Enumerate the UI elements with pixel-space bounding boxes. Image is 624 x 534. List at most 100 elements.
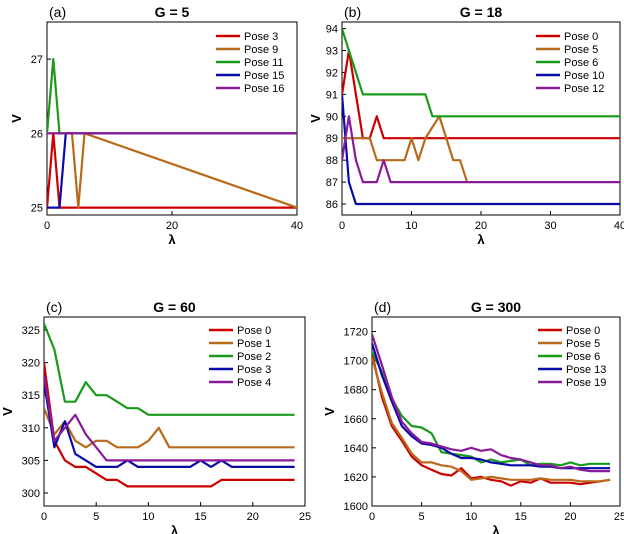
y-tick-label: 1700: [344, 356, 368, 368]
y-tick-label: 310: [22, 423, 40, 435]
legend-label: Pose 1: [237, 338, 271, 350]
y-tick-label: 89: [326, 133, 338, 145]
y-tick-label: 87: [326, 177, 338, 189]
series-line-pose-5: [372, 357, 611, 483]
series-line-pose-3: [47, 132, 297, 209]
x-tick-label: 40: [614, 220, 624, 232]
series-line-pose-6: [372, 351, 611, 467]
series-line-pose-13: [372, 342, 611, 470]
x-axis-label: λ: [477, 232, 485, 247]
legend-label: Pose 15: [244, 70, 284, 82]
y-tick-label: 92: [326, 67, 338, 79]
x-tick-label: 40: [291, 220, 303, 232]
series-line-pose-3: [44, 382, 295, 468]
x-tick-label: 30: [544, 220, 556, 232]
chart-title: G = 60: [153, 299, 196, 315]
legend-label: Pose 19: [566, 377, 606, 389]
legend-label: Pose 13: [566, 364, 606, 376]
legend-label: Pose 5: [564, 44, 598, 56]
legend-label: Pose 5: [566, 338, 600, 350]
legend-label: Pose 10: [564, 70, 604, 82]
y-tick-label: 325: [22, 325, 40, 337]
y-axis-label: V: [308, 114, 323, 123]
x-tick-label: 20: [166, 220, 178, 232]
x-tick-label: 15: [194, 511, 206, 523]
panel-label: (a): [49, 4, 66, 20]
legend-label: Pose 2: [237, 351, 271, 363]
series-line-pose-2: [44, 323, 295, 416]
chart-panel-3: (d) G = 300 0 5 10 15 20 25 1600 1620 1640 1660 1680…: [322, 299, 624, 534]
x-axis-label: λ: [492, 523, 500, 534]
x-tick-label: 15: [515, 511, 527, 523]
y-tick-label: 26: [31, 128, 43, 140]
x-tick-label: 25: [299, 511, 311, 523]
x-tick-label: 20: [247, 511, 259, 523]
x-tick-label: 10: [405, 220, 417, 232]
series-line-pose-19: [372, 334, 611, 473]
legend-label: Pose 11: [244, 57, 284, 69]
x-tick-label: 5: [93, 511, 99, 523]
legend-label: Pose 3: [237, 364, 271, 376]
legend-label: Pose 9: [244, 44, 278, 56]
series-line-pose-12: [342, 115, 620, 184]
y-tick-label: 94: [326, 24, 338, 36]
y-tick-label: 1680: [344, 385, 368, 397]
legend-label: Pose 6: [564, 57, 598, 69]
legend-label: Pose 12: [564, 83, 604, 95]
y-tick-label: 91: [326, 89, 338, 101]
y-tick-label: 90: [326, 111, 338, 123]
chart-title: G = 300: [471, 299, 521, 315]
legend-label: Pose 0: [566, 325, 600, 337]
x-tick-label: 20: [564, 511, 576, 523]
x-tick-label: 10: [142, 511, 154, 523]
legend-label: Pose 0: [237, 325, 271, 337]
x-axis-label: λ: [171, 523, 179, 534]
x-tick-label: 0: [339, 220, 345, 232]
y-tick-label: 1620: [344, 472, 368, 484]
y-tick-label: 300: [22, 488, 40, 500]
x-tick-label: 0: [369, 511, 375, 523]
series-line-pose-1: [44, 407, 295, 449]
series-line-pose-4: [44, 375, 295, 462]
y-tick-label: 93: [326, 46, 338, 58]
x-axis-label: λ: [168, 232, 176, 247]
series-line-pose-6: [342, 28, 620, 118]
legend-label: Pose 4: [237, 377, 271, 389]
y-axis-label: V: [9, 114, 24, 123]
y-tick-label: 320: [22, 358, 40, 370]
x-tick-label: 10: [465, 511, 477, 523]
y-axis-label: V: [0, 407, 15, 416]
y-tick-label: 1640: [344, 443, 368, 455]
y-tick-label: 1720: [344, 327, 368, 339]
series-line-pose-9: [47, 132, 297, 209]
panel-label: (c): [46, 299, 62, 315]
chart-panel-2: (c) G = 60 0 5 10 15 20 25 300 305 310 315 320 325 λ V P…: [0, 299, 311, 534]
legend-label: Pose 6: [566, 351, 600, 363]
legend-label: Pose 16: [244, 83, 284, 95]
series-line-pose-5: [342, 115, 469, 183]
legend-label: Pose 0: [564, 31, 598, 43]
chart-title: G = 5: [155, 4, 190, 20]
plot-frame: [43, 316, 306, 507]
y-tick-label: 25: [31, 203, 43, 215]
legend-label: Pose 3: [244, 31, 278, 43]
y-tick-label: 1600: [344, 501, 368, 513]
series-line-pose-0: [44, 362, 295, 488]
plot-frame: [371, 316, 621, 507]
x-tick-label: 0: [41, 511, 47, 523]
y-axis-label: V: [322, 407, 337, 416]
y-tick-label: 86: [326, 199, 338, 211]
y-tick-label: 27: [31, 54, 43, 66]
series-line-pose-0: [372, 353, 611, 487]
x-tick-label: 20: [475, 220, 487, 232]
y-tick-label: 315: [22, 390, 40, 402]
y-tick-label: 88: [326, 155, 338, 167]
chart-panel-1: (b) G = 18 0 10 20 30 40 86 87 88 89 90 91 92 93 94 λ V Po…: [308, 4, 624, 247]
series-line-pose-10: [342, 94, 620, 206]
